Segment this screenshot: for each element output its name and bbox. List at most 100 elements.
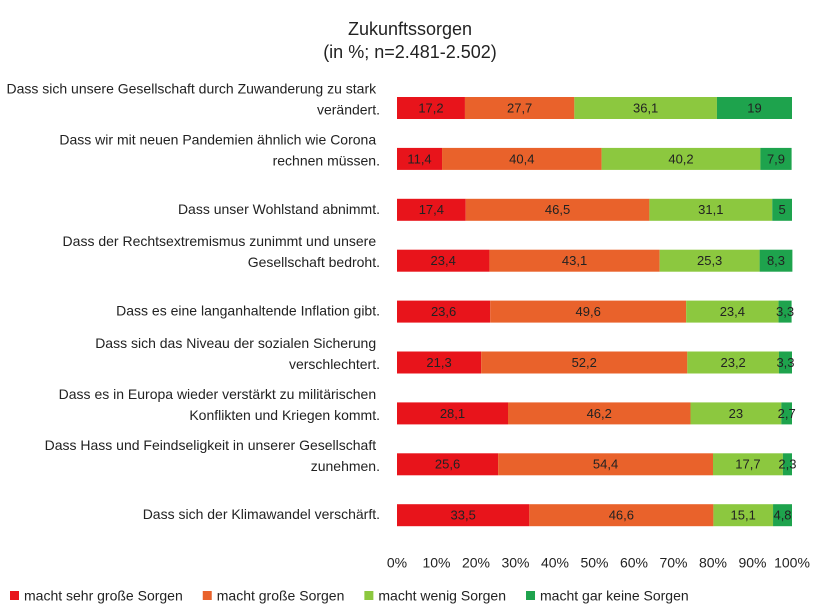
value-label: 52,2 <box>572 355 597 370</box>
value-label: 36,1 <box>633 100 658 115</box>
value-label: 7,9 <box>767 151 785 166</box>
value-label: 5 <box>779 202 786 217</box>
category-label: Dass sich unsere Gesellschaft durch Zuwa… <box>6 80 380 117</box>
legend-swatch <box>10 591 19 600</box>
x-tick-label: 50% <box>580 555 608 571</box>
legend-swatch <box>526 591 536 600</box>
x-tick-label: 100% <box>774 555 810 571</box>
bar-segment <box>778 351 792 374</box>
bar-segment <box>465 198 650 221</box>
value-label: 3,3 <box>776 355 794 370</box>
x-tick-label: 0% <box>387 555 407 571</box>
chart-title: Zukunftssorgen <box>348 19 472 39</box>
x-tick-label: 10% <box>422 555 450 571</box>
value-label: 23,4 <box>720 304 745 319</box>
bar-segment <box>760 147 792 170</box>
value-label: 23,4 <box>431 253 456 268</box>
value-label: 49,6 <box>576 304 601 319</box>
value-label: 3,3 <box>776 304 794 319</box>
bar-segment <box>713 504 774 527</box>
value-label: 2,7 <box>778 406 796 421</box>
value-label: 54,4 <box>593 457 618 472</box>
value-label: 17,2 <box>418 100 443 115</box>
category-label: Dass Hass und Feindseligkeit in unserer … <box>45 437 380 474</box>
value-label: 46,6 <box>609 508 634 523</box>
value-label: 46,5 <box>545 202 570 217</box>
x-tick-label: 40% <box>541 555 569 571</box>
x-tick-label: 20% <box>462 555 490 571</box>
value-label: 33,5 <box>451 508 476 523</box>
bar-segment <box>464 97 575 119</box>
category-label: Dass unser Wohlstand abnimmt. <box>178 201 380 217</box>
bar-segment <box>574 97 717 119</box>
bar-segment <box>713 453 783 476</box>
bar-segment <box>690 402 782 425</box>
value-label: 27,7 <box>507 100 532 115</box>
value-label: 2,3 <box>778 457 796 472</box>
bar-segment <box>490 300 687 323</box>
bar-segment <box>507 402 691 425</box>
value-label: 17,4 <box>419 202 444 217</box>
legend-label: macht große Sorgen <box>217 588 345 604</box>
value-label: 43,1 <box>562 253 587 268</box>
bar-segment <box>782 453 792 476</box>
x-tick-label: 70% <box>659 555 687 571</box>
bar-segment <box>649 198 773 221</box>
bar-segment <box>397 402 508 425</box>
legend-label: macht wenig Sorgen <box>378 588 506 604</box>
legend-label: macht gar keine Sorgen <box>540 588 689 604</box>
value-label: 23 <box>729 406 743 421</box>
legend-swatch <box>202 591 212 600</box>
value-label: 31,1 <box>698 202 723 217</box>
bar-segment <box>772 198 792 221</box>
bar-segment <box>781 402 792 425</box>
bar-segment <box>397 198 466 221</box>
x-tick-label: 80% <box>699 555 727 571</box>
category-label: Dass wir mit neuen Pandemien ähnlich wie… <box>59 131 380 168</box>
bar-segment <box>773 504 792 527</box>
value-label: 15,1 <box>731 508 756 523</box>
x-tick-label: 30% <box>501 555 529 571</box>
bar-segment <box>759 249 793 272</box>
value-label: 25,3 <box>697 253 722 268</box>
legend-swatch <box>364 591 374 600</box>
chart-subtitle: (in %; n=2.481-2.502) <box>323 42 497 62</box>
bar-segment <box>687 351 779 374</box>
bar-segment <box>442 147 602 170</box>
bar-segment <box>397 504 530 527</box>
bar-segment <box>397 249 490 272</box>
bar-segment <box>686 300 779 323</box>
category-label: Dass es eine langanhaltende Inflation gi… <box>116 302 380 318</box>
bar-segment <box>498 453 713 476</box>
value-label: 40,4 <box>509 151 534 166</box>
bar-segment <box>397 97 465 119</box>
bar-segment <box>397 351 482 374</box>
bar-segment <box>601 147 761 170</box>
legend-label: macht sehr große Sorgen <box>24 588 183 604</box>
x-tick-label: 60% <box>620 555 648 571</box>
value-label: 23,2 <box>720 355 745 370</box>
category-label: Dass sich der Klimawandel verschärft. <box>143 506 380 522</box>
value-label: 4,8 <box>773 508 791 523</box>
value-label: 21,3 <box>426 355 451 370</box>
bar-segment <box>397 453 499 476</box>
value-label: 17,7 <box>735 457 760 472</box>
value-label: 28,1 <box>440 406 465 421</box>
value-label: 25,6 <box>435 457 460 472</box>
bar-segment <box>397 300 491 323</box>
x-tick-label: 90% <box>738 555 766 571</box>
bar-segment <box>716 97 792 119</box>
value-label: 8,3 <box>767 253 785 268</box>
value-label: 40,2 <box>668 151 693 166</box>
value-label: 11,4 <box>407 151 431 166</box>
value-label: 46,2 <box>587 406 612 421</box>
bar-segment <box>397 147 443 170</box>
value-label: 23,6 <box>431 304 456 319</box>
category-label: Dass der Rechtsextremismus zunimmt und u… <box>63 233 380 270</box>
bar-segment <box>481 351 688 374</box>
category-label: Dass sich das Niveau der sozialen Sicher… <box>95 335 380 372</box>
bar-segment <box>529 504 714 527</box>
bar-segment <box>659 249 760 272</box>
bar-segment <box>489 249 660 272</box>
